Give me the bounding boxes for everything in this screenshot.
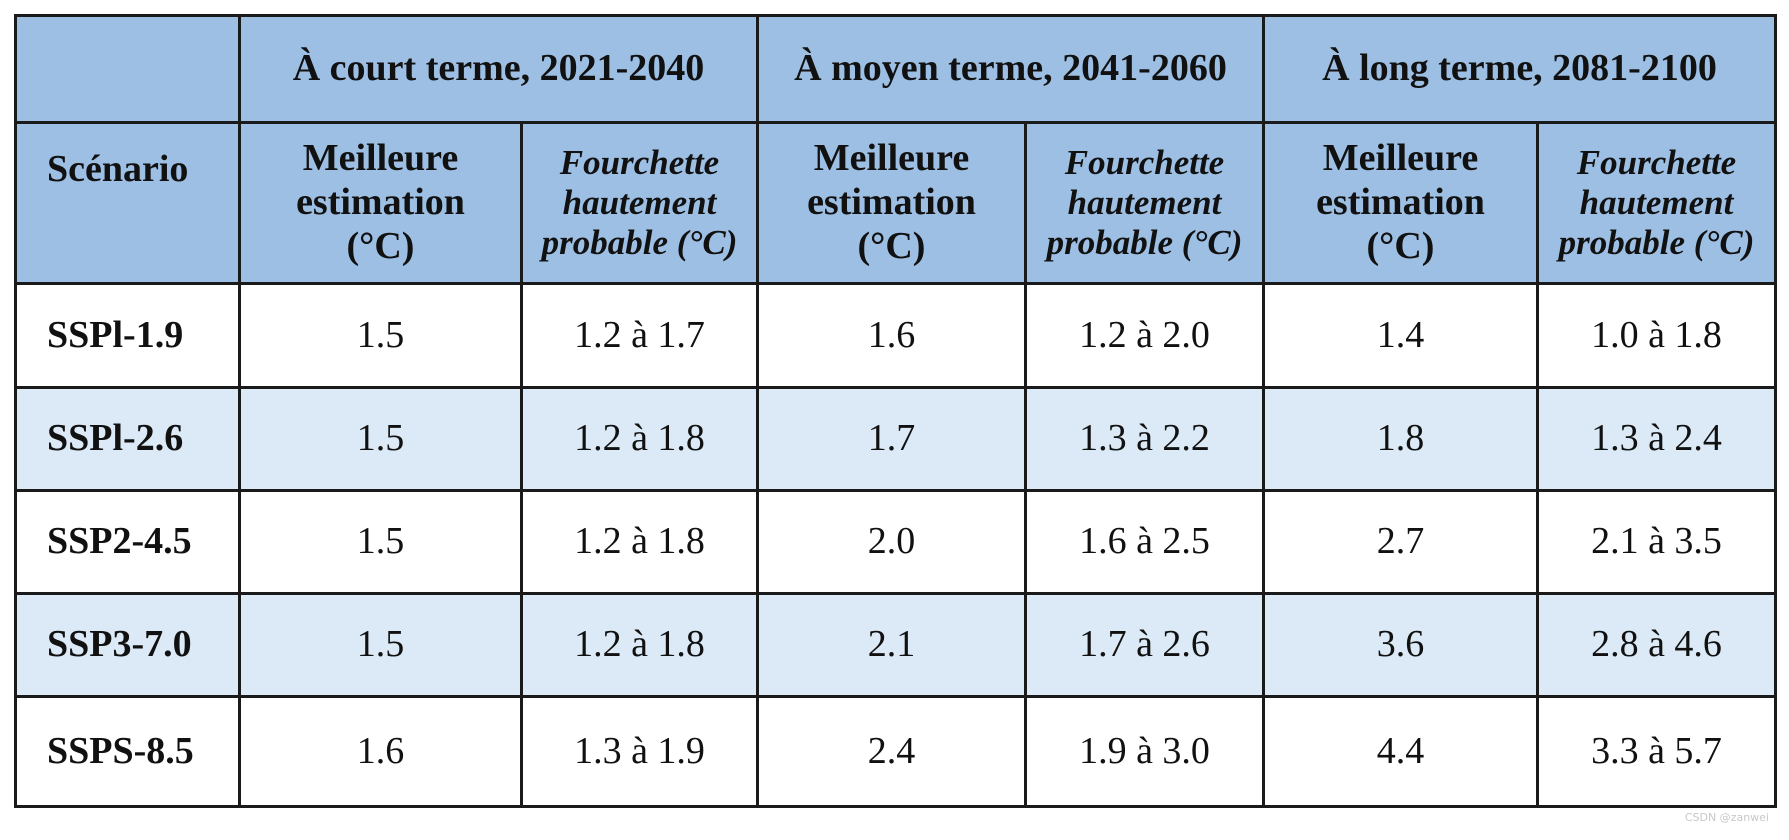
likely-range-line-2: hautement bbox=[1067, 182, 1222, 222]
likely-range-header: Fourchette hautement probable (°C) bbox=[1536, 121, 1777, 285]
best-estimate-value: 3.6 bbox=[1262, 592, 1539, 698]
likely-range-value: 1.3 à 1.9 bbox=[520, 695, 759, 808]
likely-range-value: 1.3 à 2.4 bbox=[1536, 386, 1777, 492]
scenario-name: SSP2-4.5 bbox=[14, 489, 241, 595]
likely-range-line-1: Fourchette bbox=[559, 142, 720, 182]
best-estimate-value: 4.4 bbox=[1262, 695, 1539, 808]
best-estimate-value: 2.1 bbox=[756, 592, 1027, 698]
best-estimate-value: 2.7 bbox=[1262, 489, 1539, 595]
likely-range-value: 1.2 à 1.8 bbox=[520, 489, 759, 595]
likely-range-value: 1.9 à 3.0 bbox=[1024, 695, 1265, 808]
best-estimate-value: 1.7 bbox=[756, 386, 1027, 492]
likely-range-value: 1.2 à 1.7 bbox=[520, 282, 759, 389]
best-estimate-line-2: estimation bbox=[807, 181, 976, 224]
best-estimate-line-1: Meilleure bbox=[302, 137, 459, 180]
table-row: SSP3-7.0 1.5 1.2 à 1.8 2.1 1.7 à 2.6 3.6… bbox=[14, 592, 1777, 698]
table-row: SSPl-1.9 1.5 1.2 à 1.7 1.6 1.2 à 2.0 1.4… bbox=[14, 282, 1777, 389]
likely-range-line-3: probable (°C) bbox=[1046, 223, 1243, 263]
table-row: SSP2-4.5 1.5 1.2 à 1.8 2.0 1.6 à 2.5 2.7… bbox=[14, 489, 1777, 595]
best-estimate-value: 1.5 bbox=[238, 282, 523, 389]
likely-range-value: 2.1 à 3.5 bbox=[1536, 489, 1777, 595]
scenario-name: SSPl-2.6 bbox=[14, 386, 241, 492]
likely-range-value: 1.2 à 2.0 bbox=[1024, 282, 1265, 389]
best-estimate-value: 1.6 bbox=[756, 282, 1027, 389]
period-header-medium: À moyen terme, 2041-2060 bbox=[756, 14, 1265, 124]
subheader-row: Scénario Meilleure estimation (°C) Fourc… bbox=[14, 121, 1777, 285]
likely-range-value: 2.8 à 4.6 bbox=[1536, 592, 1777, 698]
best-estimate-line-3: (°C) bbox=[1366, 224, 1435, 267]
best-estimate-value: 1.5 bbox=[238, 489, 523, 595]
best-estimate-header: Meilleure estimation (°C) bbox=[1262, 121, 1539, 285]
best-estimate-line-2: estimation bbox=[296, 181, 465, 224]
watermark: CSDN @zanwei bbox=[1684, 811, 1769, 824]
best-estimate-value: 2.0 bbox=[756, 489, 1027, 595]
likely-range-header: Fourchette hautement probable (°C) bbox=[520, 121, 759, 285]
temperature-scenarios-table: À court terme, 2021-2040 À moyen terme, … bbox=[14, 14, 1777, 808]
best-estimate-line-2: estimation bbox=[1316, 181, 1485, 224]
likely-range-value: 1.3 à 2.2 bbox=[1024, 386, 1265, 492]
best-estimate-value: 1.4 bbox=[1262, 282, 1539, 389]
likely-range-value: 3.3 à 5.7 bbox=[1536, 695, 1777, 808]
likely-range-value: 1.7 à 2.6 bbox=[1024, 592, 1265, 698]
likely-range-value: 1.2 à 1.8 bbox=[520, 592, 759, 698]
best-estimate-line-1: Meilleure bbox=[1322, 137, 1479, 180]
corner-cell bbox=[14, 14, 241, 124]
scenario-name: SSPS-8.5 bbox=[14, 695, 241, 808]
period-header-short: À court terme, 2021-2040 bbox=[238, 14, 759, 124]
best-estimate-value: 1.6 bbox=[238, 695, 523, 808]
likely-range-line-1: Fourchette bbox=[1576, 142, 1737, 182]
best-estimate-value: 1.8 bbox=[1262, 386, 1539, 492]
best-estimate-header: Meilleure estimation (°C) bbox=[756, 121, 1027, 285]
best-estimate-value: 1.5 bbox=[238, 592, 523, 698]
best-estimate-line-3: (°C) bbox=[346, 224, 415, 267]
period-header-long: À long terme, 2081-2100 bbox=[1262, 14, 1777, 124]
likely-range-line-1: Fourchette bbox=[1064, 142, 1225, 182]
likely-range-line-3: probable (°C) bbox=[1558, 223, 1755, 263]
likely-range-value: 1.0 à 1.8 bbox=[1536, 282, 1777, 389]
scenario-name: SSPl-1.9 bbox=[14, 282, 241, 389]
likely-range-value: 1.2 à 1.8 bbox=[520, 386, 759, 492]
likely-range-line-3: probable (°C) bbox=[541, 223, 738, 263]
best-estimate-line-1: Meilleure bbox=[813, 137, 970, 180]
likely-range-header: Fourchette hautement probable (°C) bbox=[1024, 121, 1265, 285]
table-row: SSPS-8.5 1.6 1.3 à 1.9 2.4 1.9 à 3.0 4.4… bbox=[14, 695, 1777, 808]
scenario-name: SSP3-7.0 bbox=[14, 592, 241, 698]
period-header-row: À court terme, 2021-2040 À moyen terme, … bbox=[14, 14, 1777, 124]
likely-range-value: 1.6 à 2.5 bbox=[1024, 489, 1265, 595]
scenario-column-header: Scénario bbox=[14, 121, 241, 285]
temperature-table-container: À court terme, 2021-2040 À moyen terme, … bbox=[14, 14, 1777, 808]
best-estimate-value: 2.4 bbox=[756, 695, 1027, 808]
likely-range-line-2: hautement bbox=[562, 182, 717, 222]
best-estimate-value: 1.5 bbox=[238, 386, 523, 492]
best-estimate-header: Meilleure estimation (°C) bbox=[238, 121, 523, 285]
table-row: SSPl-2.6 1.5 1.2 à 1.8 1.7 1.3 à 2.2 1.8… bbox=[14, 386, 1777, 492]
likely-range-line-2: hautement bbox=[1579, 182, 1734, 222]
best-estimate-line-3: (°C) bbox=[857, 224, 926, 267]
